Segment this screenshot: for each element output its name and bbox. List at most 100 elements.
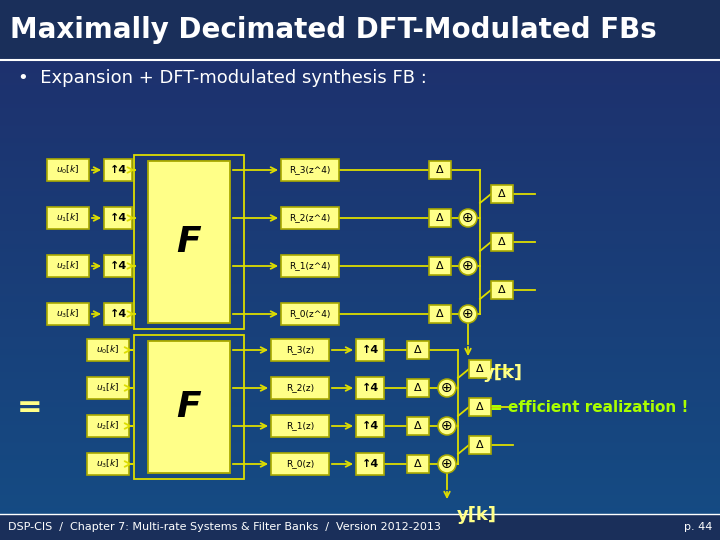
Bar [281, 159, 339, 181]
Bar [429, 257, 451, 275]
Bar [0, 514, 720, 540]
Bar [407, 341, 429, 359]
Circle shape [438, 379, 456, 397]
Text: F: F [176, 225, 202, 259]
Bar [104, 207, 132, 229]
Text: $u_3[k]$: $u_3[k]$ [96, 458, 120, 470]
Bar [429, 209, 451, 227]
Text: ⊕: ⊕ [441, 457, 453, 471]
Text: R_2(z^4): R_2(z^4) [289, 213, 330, 222]
Text: ⊕: ⊕ [462, 259, 474, 273]
Bar [407, 379, 429, 397]
Text: y[k]: y[k] [483, 364, 523, 382]
Text: ↑4: ↑4 [109, 165, 127, 175]
Text: $u_0[k]$: $u_0[k]$ [96, 344, 120, 356]
Text: ↑4: ↑4 [361, 459, 379, 469]
Circle shape [438, 455, 456, 473]
Bar [148, 341, 230, 473]
Bar [491, 185, 513, 203]
Text: =: = [17, 393, 42, 422]
Text: Δ: Δ [436, 213, 444, 223]
Bar [429, 161, 451, 179]
Bar [271, 415, 329, 437]
Circle shape [459, 305, 477, 323]
Text: ↑4: ↑4 [361, 421, 379, 431]
Text: y[k]: y[k] [457, 506, 497, 524]
Bar [0, 0, 720, 60]
Text: DSP-CIS  /  Chapter 7: Multi-rate Systems & Filter Banks  /  Version 2012-2013: DSP-CIS / Chapter 7: Multi-rate Systems … [8, 522, 441, 532]
Text: $u_2[k]$: $u_2[k]$ [96, 420, 120, 432]
Circle shape [459, 257, 477, 275]
Text: R_1(z): R_1(z) [286, 422, 314, 430]
Bar [87, 453, 129, 475]
Text: R_0(z): R_0(z) [286, 460, 314, 469]
Text: ↑4: ↑4 [109, 213, 127, 223]
Text: F: F [176, 390, 202, 424]
Bar [469, 436, 491, 454]
Text: R_2(z): R_2(z) [286, 383, 314, 393]
Bar [281, 303, 339, 325]
Bar [47, 255, 89, 277]
Circle shape [459, 209, 477, 227]
Bar [429, 305, 451, 323]
Bar [87, 339, 129, 361]
Bar [87, 415, 129, 437]
Bar [271, 377, 329, 399]
Text: Maximally Decimated DFT-Modulated FBs: Maximally Decimated DFT-Modulated FBs [10, 16, 657, 44]
Bar [469, 398, 491, 416]
Text: ↑4: ↑4 [109, 309, 127, 319]
Text: R_3(z^4): R_3(z^4) [289, 165, 330, 174]
Text: •  Expansion + DFT-modulated synthesis FB :: • Expansion + DFT-modulated synthesis FB… [18, 69, 427, 87]
Text: Δ: Δ [414, 345, 422, 355]
Bar [271, 453, 329, 475]
Bar [87, 377, 129, 399]
Text: $u_2[k]$: $u_2[k]$ [56, 260, 80, 272]
Bar [271, 339, 329, 361]
Text: Δ: Δ [436, 309, 444, 319]
Bar [491, 281, 513, 299]
Text: Δ: Δ [414, 459, 422, 469]
Text: $u_1[k]$: $u_1[k]$ [56, 212, 80, 224]
Text: $u_1[k]$: $u_1[k]$ [96, 382, 120, 394]
Text: = efficient realization !: = efficient realization ! [490, 400, 688, 415]
Bar [148, 161, 230, 323]
Text: Δ: Δ [476, 364, 484, 374]
Bar [491, 233, 513, 251]
Bar [47, 159, 89, 181]
Bar [134, 155, 244, 329]
Text: ⊕: ⊕ [462, 307, 474, 321]
Text: Δ: Δ [476, 402, 484, 412]
Text: Δ: Δ [436, 261, 444, 271]
Text: ⊕: ⊕ [462, 211, 474, 225]
Text: ↑4: ↑4 [361, 345, 379, 355]
Bar [356, 415, 384, 437]
Bar [104, 303, 132, 325]
Text: ⊕: ⊕ [441, 419, 453, 433]
Text: Δ: Δ [414, 383, 422, 393]
Bar [134, 335, 244, 479]
Text: R_1(z^4): R_1(z^4) [289, 261, 330, 271]
Bar [47, 207, 89, 229]
Bar [469, 360, 491, 378]
Bar [281, 207, 339, 229]
Text: $u_0[k]$: $u_0[k]$ [56, 164, 80, 176]
Bar [104, 159, 132, 181]
Text: ↑4: ↑4 [361, 383, 379, 393]
Text: $u_3[k]$: $u_3[k]$ [56, 308, 80, 320]
Bar [281, 255, 339, 277]
Bar [356, 339, 384, 361]
Text: Δ: Δ [414, 421, 422, 431]
Bar [407, 417, 429, 435]
Bar [47, 303, 89, 325]
Text: ⊕: ⊕ [441, 381, 453, 395]
Text: R_0(z^4): R_0(z^4) [289, 309, 330, 319]
Text: Δ: Δ [498, 189, 506, 199]
Text: Δ: Δ [498, 237, 506, 247]
Text: p. 44: p. 44 [683, 522, 712, 532]
Text: ↑4: ↑4 [109, 261, 127, 271]
Bar [407, 455, 429, 473]
Text: Δ: Δ [476, 440, 484, 450]
Bar [356, 453, 384, 475]
Text: Δ: Δ [498, 285, 506, 295]
Bar [104, 255, 132, 277]
